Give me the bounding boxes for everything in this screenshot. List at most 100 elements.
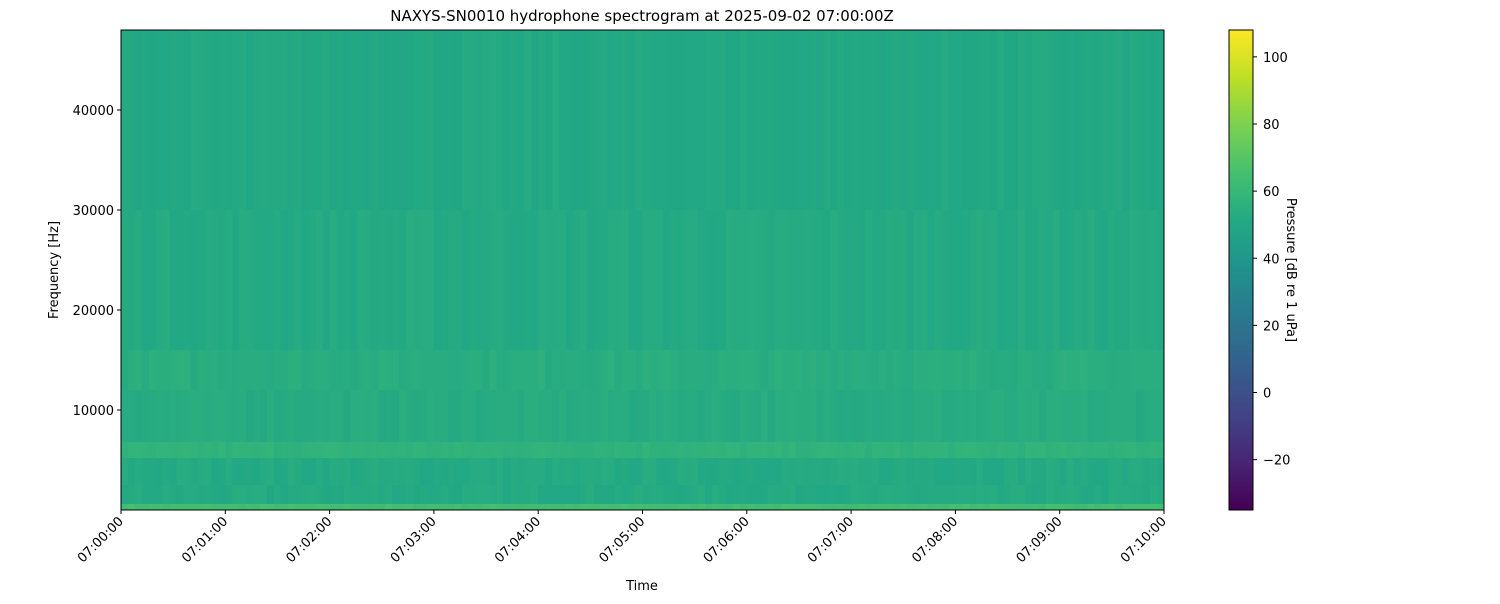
heatmap-cell	[858, 504, 866, 510]
heatmap-cell	[635, 390, 643, 442]
heatmap-cell	[670, 30, 678, 210]
heatmap-cell	[955, 210, 963, 350]
heatmap-cell	[475, 442, 483, 458]
heatmap-cell	[211, 390, 219, 442]
heatmap-cell	[329, 210, 337, 350]
heatmap-cell	[218, 458, 226, 485]
heatmap-cell	[677, 390, 685, 442]
heatmap-cell	[746, 458, 755, 485]
heatmap-cell	[663, 485, 671, 504]
heatmap-cell	[308, 442, 317, 458]
heatmap-cell	[698, 30, 706, 210]
heatmap-cell	[211, 504, 219, 510]
heatmap-cell	[1059, 504, 1068, 510]
heatmap-cell	[378, 485, 386, 504]
heatmap-cell	[1087, 390, 1095, 442]
heatmap-cell	[260, 485, 268, 504]
heatmap-cell	[1031, 442, 1040, 458]
heatmap-cell	[204, 350, 212, 390]
heatmap-cell	[273, 485, 282, 504]
heatmap-cell	[559, 390, 567, 442]
heatmap-cell	[823, 210, 831, 350]
heatmap-cell	[121, 390, 129, 442]
heatmap-cell	[885, 485, 894, 504]
heatmap-cell	[1017, 442, 1026, 458]
heatmap-cell	[378, 458, 386, 485]
heatmap-cell	[503, 390, 511, 442]
heatmap-cell	[656, 210, 664, 350]
heatmap-cell	[990, 485, 998, 504]
heatmap-cell	[753, 485, 762, 504]
heatmap-cell	[204, 210, 212, 350]
heatmap-cell	[239, 30, 247, 210]
heatmap-cell	[364, 458, 372, 485]
heatmap-cell	[976, 390, 984, 442]
x-tick-label: 07:06:00	[701, 514, 753, 566]
heatmap-cell	[350, 30, 358, 210]
heatmap-cell	[426, 390, 435, 442]
heatmap-cell	[934, 210, 942, 350]
heatmap-cell	[1024, 504, 1033, 510]
heatmap-cell	[148, 350, 157, 390]
heatmap-cell	[830, 485, 838, 504]
heatmap-cell	[725, 504, 734, 510]
heatmap-cell	[607, 458, 616, 485]
heatmap-cell	[447, 390, 456, 442]
heatmap-cell	[162, 30, 171, 210]
heatmap-cell	[1108, 30, 1116, 210]
heatmap-cell	[934, 350, 942, 390]
heatmap-cell	[371, 504, 379, 510]
heatmap-cell	[440, 504, 449, 510]
heatmap-cell	[1038, 350, 1047, 390]
heatmap-cell	[788, 458, 796, 485]
heatmap-cell	[871, 210, 880, 350]
heatmap-cell	[510, 390, 518, 442]
heatmap-cell	[1073, 442, 1081, 458]
heatmap-cell	[121, 504, 129, 510]
heatmap-cell	[1017, 458, 1026, 485]
heatmap-cell	[190, 458, 198, 485]
heatmap-cell	[531, 442, 539, 458]
heatmap-cell	[997, 30, 1005, 210]
heatmap-cell	[406, 210, 414, 350]
heatmap-cell	[280, 442, 289, 458]
heatmap-cell	[232, 442, 240, 458]
heatmap-cell	[378, 30, 386, 210]
colorbar-tick-label: 40	[1263, 252, 1280, 267]
heatmap-cell	[983, 485, 991, 504]
heatmap-cell	[920, 485, 928, 504]
heatmap-cell	[920, 458, 928, 485]
heatmap-cell	[1017, 390, 1026, 442]
heatmap-cell	[1024, 458, 1033, 485]
heatmap-cell	[732, 350, 741, 390]
heatmap-cell	[357, 504, 365, 510]
heatmap-cell	[176, 485, 184, 504]
heatmap-cell	[1150, 350, 1158, 390]
heatmap-cell	[336, 210, 344, 350]
heatmap-cell	[628, 485, 636, 504]
heatmap-cell	[1094, 350, 1102, 390]
heatmap-cell	[419, 485, 428, 504]
heatmap-cell	[218, 210, 226, 350]
heatmap-cell	[350, 485, 358, 504]
heatmap-cell	[858, 30, 866, 210]
heatmap-cell	[621, 350, 629, 390]
heatmap-cell	[858, 350, 866, 390]
heatmap-cell	[392, 210, 400, 350]
heatmap-cell	[162, 458, 171, 485]
heatmap-cell	[816, 350, 824, 390]
heatmap-cell	[878, 210, 887, 350]
heatmap-cell	[1080, 485, 1088, 504]
heatmap-cell	[287, 390, 296, 442]
heatmap-cell	[301, 504, 310, 510]
heatmap-cell	[725, 485, 734, 504]
heatmap-cell	[691, 30, 699, 210]
heatmap-cell	[552, 30, 560, 210]
heatmap-cell	[1080, 442, 1088, 458]
heatmap-cell	[830, 458, 838, 485]
heatmap-cell	[621, 442, 629, 458]
heatmap-cell	[607, 30, 616, 210]
heatmap-cell	[753, 350, 762, 390]
heatmap-cell	[878, 442, 887, 458]
